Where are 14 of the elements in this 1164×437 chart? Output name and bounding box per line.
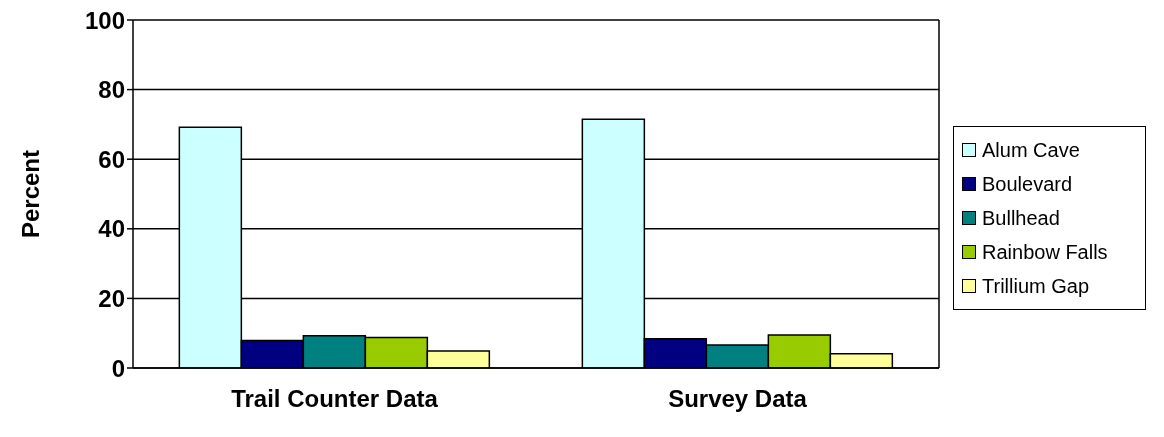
y-tick-label: 40 [98, 215, 125, 243]
y-tick-label: 0 [111, 354, 125, 382]
x-tick-label: Trail Counter Data [231, 385, 439, 413]
legend-label: Trillium Gap [982, 274, 1090, 298]
legend-label: Rainbow Falls [982, 240, 1108, 264]
legend-label: Alum Cave [982, 138, 1080, 162]
legend-label: Bullhead [982, 206, 1060, 230]
y-tick-label: 60 [98, 145, 125, 173]
y-tick-label: 80 [98, 76, 125, 104]
y-tick-label: 100 [84, 6, 125, 34]
y-tick-label: 20 [98, 284, 125, 312]
y-axis-title: Percent [16, 149, 44, 239]
x-tick-label: Survey Data [668, 385, 808, 413]
legend-label: Boulevard [982, 172, 1073, 196]
